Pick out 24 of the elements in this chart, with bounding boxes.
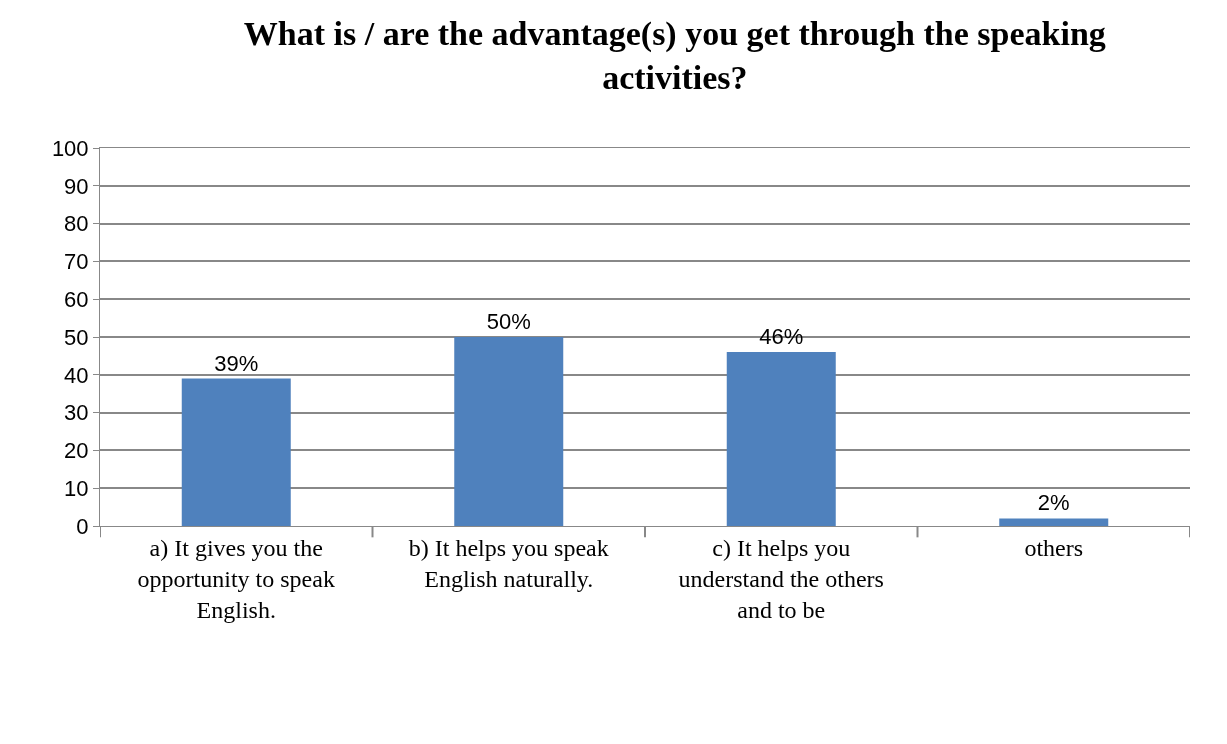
y-tick-label: 90 — [64, 173, 89, 199]
y-tick-label: 100 — [51, 135, 89, 161]
x-tick-label: c) It helps you understand the others and to be — [678, 534, 884, 624]
x-tick-label: others — [1024, 534, 1084, 561]
chart-title: What is / are the advantage(s) you get through the speaking activities? — [243, 14, 1106, 96]
bar — [999, 518, 1109, 526]
y-tick-label: 30 — [64, 400, 89, 426]
y-tick-label: 50 — [64, 324, 89, 350]
y-tick-label: 40 — [64, 362, 89, 388]
data-label: 46% — [759, 324, 804, 350]
data-label: 2% — [1037, 490, 1070, 516]
bar — [181, 378, 291, 526]
x-tick-label: a) It gives you the opportunity to speak English. — [137, 534, 335, 624]
bar — [454, 337, 564, 526]
data-label: 50% — [486, 309, 531, 334]
y-tick-label: 70 — [64, 249, 89, 275]
y-tick-label: 60 — [64, 286, 89, 312]
y-tick-label: 0 — [76, 513, 89, 539]
y-tick-label: 20 — [64, 438, 89, 464]
y-tick-label: 80 — [64, 211, 89, 237]
x-tick-label: b) It helps you speak English naturally. — [408, 534, 609, 592]
bar — [726, 352, 836, 526]
y-tick-label: 10 — [64, 475, 89, 501]
data-label: 39% — [214, 350, 259, 376]
